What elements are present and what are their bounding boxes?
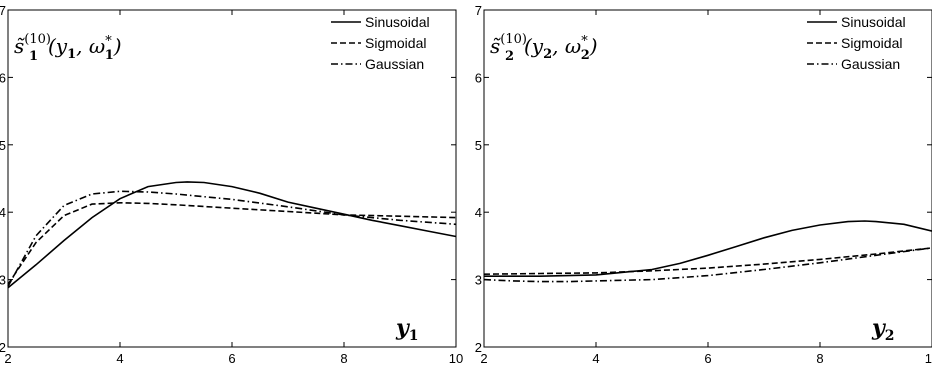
x-axis-label: y2 [871, 315, 895, 344]
x-tick-label: 8 [340, 351, 347, 366]
legend-label-sigmoidal: Sigmoidal [841, 35, 902, 51]
y-tick-label: 2 [0, 340, 6, 355]
y-tick-label: 2 [475, 340, 482, 355]
chart-panel-1: 2 4 6 8 10 2 3 4 5 6 7 Sinusoidal Sigmoidal Gaussian s… [0, 3, 463, 366]
x-tick-label: 2 [480, 351, 487, 366]
legend-label-sigmoidal: Sigmoidal [365, 35, 426, 51]
y-tick-label: 3 [0, 273, 6, 288]
legend-label-gaussian: Gaussian [841, 56, 900, 72]
x-tick-label: 4 [592, 351, 599, 366]
series-line-sigmoidal [7, 201, 457, 285]
x-tick-label: 4 [116, 351, 123, 366]
x-axis-label: y1 [395, 315, 419, 344]
y-tick-label: 4 [0, 205, 6, 220]
series-line-sinusoidal [7, 181, 457, 289]
series-line-gaussian [483, 247, 932, 283]
chart-panel-2: 2 4 6 8 10 2 3 4 5 6 7 Sinusoidal Sigmoidal Gaussian s… [475, 3, 932, 366]
y-tick-label: 6 [0, 70, 6, 85]
legend-label-sinusoidal: Sinusoidal [365, 14, 430, 30]
y-tick-label: 7 [0, 3, 6, 18]
x-tick-label: 10 [449, 351, 463, 366]
legend-label-gaussian: Gaussian [365, 56, 424, 72]
x-tick-label: 8 [816, 351, 823, 366]
x-tick-label: 6 [228, 351, 235, 366]
legend-label-sinusoidal: Sinusoidal [841, 14, 906, 30]
series-line-gaussian [7, 190, 457, 287]
y-axis-label: s̃(10) 1 (y1, ω* 1) [14, 32, 122, 64]
series-line-sigmoidal [483, 247, 932, 275]
y-tick-label: 5 [0, 138, 6, 153]
y-tick-label: 3 [475, 273, 482, 288]
y-tick-label: 6 [475, 70, 482, 85]
y-axis-label: s̃(10) 2 (y2, ω* 2) [490, 32, 598, 64]
y-tick-label: 4 [475, 205, 482, 220]
y-tick-label: 7 [475, 3, 482, 18]
x-tick-label: 6 [704, 351, 711, 366]
y-tick-label: 5 [475, 138, 482, 153]
x-tick-label: 2 [4, 351, 11, 366]
x-tick-label: 10 [925, 351, 932, 366]
series-line-sinusoidal [484, 220, 932, 277]
